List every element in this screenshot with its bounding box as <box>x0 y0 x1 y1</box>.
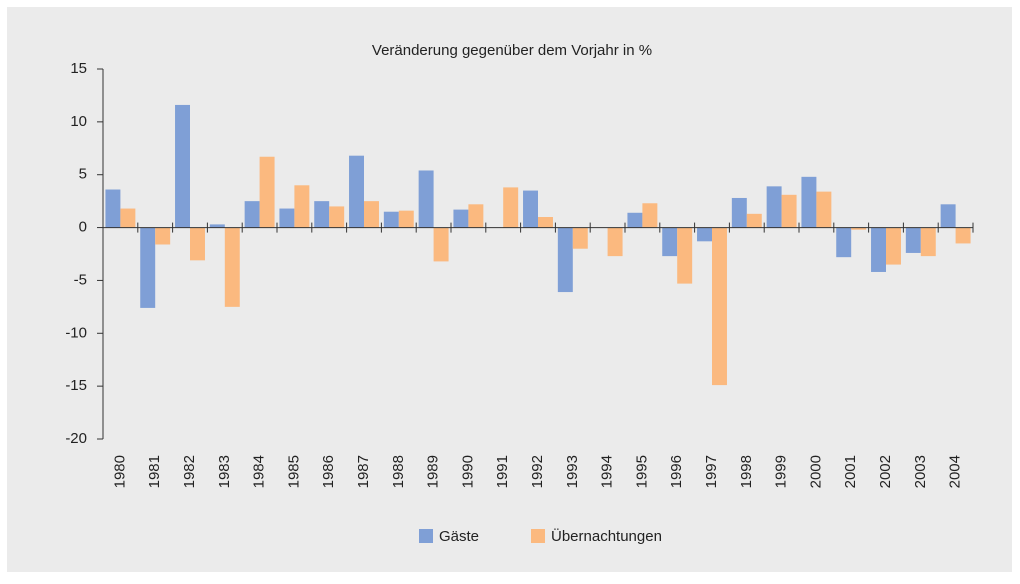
y-tick-label: -15 <box>65 377 87 394</box>
bar <box>836 227 852 258</box>
bar <box>766 186 782 228</box>
bar <box>503 187 519 228</box>
x-tick-label: 1982 <box>181 455 198 488</box>
x-tick-label: 1999 <box>773 455 790 488</box>
chart-title: Veränderung gegenüber dem Vorjahr in % <box>372 42 652 59</box>
y-tick-label: 10 <box>70 113 87 130</box>
bar <box>349 155 364 228</box>
bar <box>642 203 658 228</box>
bar <box>538 217 553 228</box>
bar <box>627 212 643 228</box>
x-tick-label: 1998 <box>738 455 755 488</box>
y-tick-label: 15 <box>70 60 87 77</box>
x-tick-label: 2004 <box>947 455 964 488</box>
bar <box>801 176 817 228</box>
x-tick-label: 1992 <box>529 455 546 488</box>
x-tick-label: 1986 <box>320 455 337 488</box>
x-tick-label: 1983 <box>216 455 233 488</box>
x-tick-label: 1981 <box>146 455 163 488</box>
bar <box>190 227 205 261</box>
bar <box>607 227 623 257</box>
bar <box>398 210 414 228</box>
bar <box>781 194 797 228</box>
legend-label: Gäste <box>439 528 479 545</box>
bar <box>259 156 275 228</box>
y-tick-label: -10 <box>65 324 87 341</box>
bar <box>383 211 399 228</box>
bar <box>746 213 762 228</box>
y-tick-label: 0 <box>79 219 87 236</box>
x-tick-label: 1984 <box>251 455 268 488</box>
bar <box>816 191 832 228</box>
x-tick-label: 2003 <box>912 455 929 488</box>
bar <box>662 227 678 257</box>
bar <box>279 208 295 228</box>
x-tick-label: 1993 <box>564 455 581 488</box>
x-tick-label: 1985 <box>285 455 302 488</box>
x-tick-label: 1980 <box>111 455 128 488</box>
bar <box>155 227 171 245</box>
y-tick-label: 5 <box>79 166 87 183</box>
legend-swatch <box>419 529 433 543</box>
x-tick-label: 1995 <box>633 455 650 488</box>
bar <box>712 227 727 386</box>
bar <box>105 189 121 228</box>
bar <box>920 227 936 257</box>
x-tick-label: 1987 <box>355 455 372 488</box>
bar <box>940 204 956 228</box>
bar <box>418 170 434 228</box>
bar <box>209 224 225 228</box>
bar <box>523 190 538 228</box>
x-tick-label: 2000 <box>807 455 824 488</box>
bar <box>175 104 190 228</box>
bar <box>120 208 136 228</box>
x-tick-label: 1991 <box>494 455 511 488</box>
x-tick-label: 1994 <box>599 455 616 488</box>
bar <box>731 197 747 228</box>
legend-label: Übernachtungen <box>551 527 662 545</box>
bar <box>468 204 484 228</box>
bar <box>557 227 573 293</box>
y-tick-label: -5 <box>74 271 87 288</box>
x-tick-label: 2002 <box>877 455 894 488</box>
x-tick-label: 1997 <box>703 455 720 488</box>
bar <box>871 227 886 272</box>
bar <box>851 227 867 230</box>
chart-background <box>7 7 1012 572</box>
bar <box>364 201 379 228</box>
bar <box>572 227 588 249</box>
x-tick-label: 1990 <box>459 455 476 488</box>
bar <box>955 227 971 244</box>
bar <box>314 201 330 228</box>
bar <box>886 227 901 265</box>
bar <box>329 206 345 228</box>
bar <box>453 209 469 228</box>
bar <box>294 185 310 228</box>
x-tick-label: 1996 <box>668 455 685 488</box>
bar <box>244 201 260 228</box>
legend-swatch <box>531 529 545 543</box>
x-tick-label: 1988 <box>390 455 407 488</box>
y-tick-label: -20 <box>65 430 87 447</box>
bar <box>697 227 712 242</box>
x-tick-label: 1989 <box>425 455 442 488</box>
bar <box>224 227 240 307</box>
bar <box>677 227 693 284</box>
x-tick-label: 2001 <box>842 455 859 488</box>
bar <box>905 227 921 253</box>
bar <box>140 227 156 308</box>
bar <box>433 227 449 262</box>
